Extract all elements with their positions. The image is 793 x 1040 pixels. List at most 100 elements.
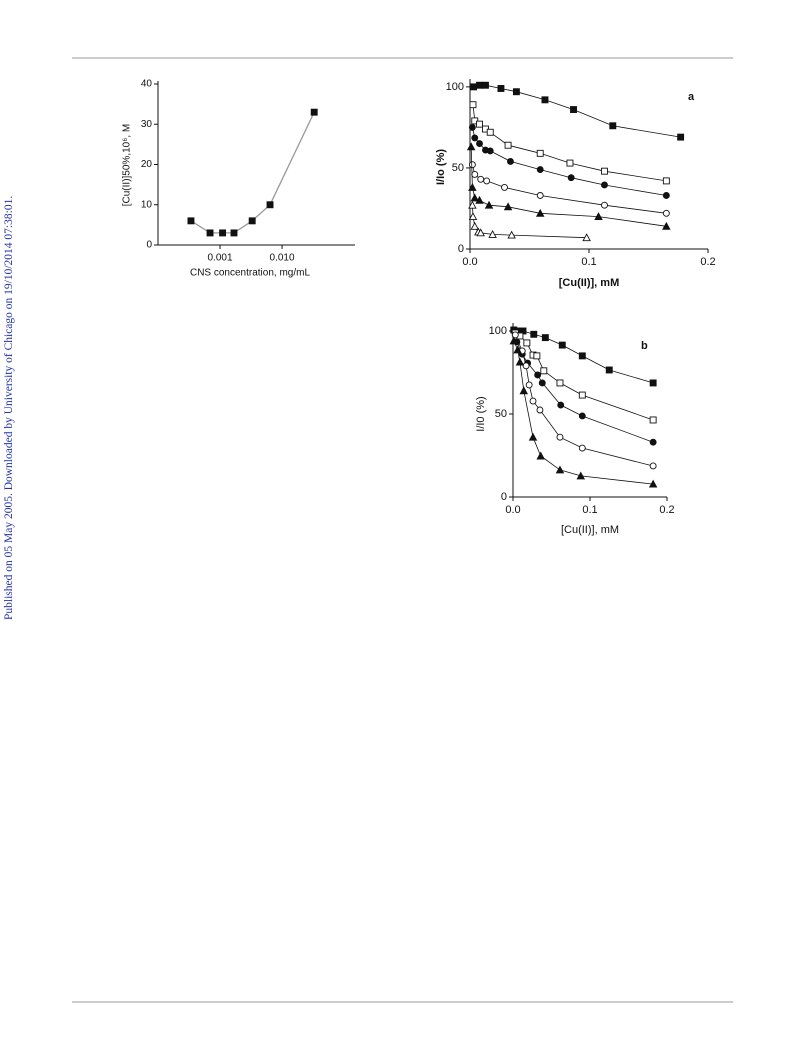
marker [206,229,214,237]
marker [486,128,494,136]
marker [578,352,586,360]
marker [601,167,608,175]
marker [662,177,670,185]
fit-line [472,205,587,239]
marker [536,192,544,199]
marker [649,438,657,446]
marker [536,166,544,174]
marker [483,177,491,185]
marker [576,471,586,480]
marker [662,192,670,199]
marker [578,412,586,420]
marker [522,362,530,370]
marker [519,386,529,395]
marker [468,212,478,221]
marker [528,432,538,441]
marker [536,451,545,460]
marker [540,367,548,375]
y-tick-label: 10 [141,199,153,210]
marker [511,331,519,339]
marker [601,181,608,189]
marker [476,140,483,148]
fit-line [190,111,315,234]
fit-line [473,84,681,138]
marker [557,401,565,409]
x-tick-label: 0.1 [581,256,596,268]
x-axis-title: CNS concentration, mg/mL [190,268,310,279]
marker [187,217,195,225]
marker [536,406,544,414]
marker [468,182,477,191]
panel-label: b [641,340,648,352]
marker [649,379,657,387]
y-axis-title: I/Io (%) [435,149,447,185]
marker [476,228,485,237]
marker [482,81,489,89]
marker [541,96,549,104]
marker [566,159,574,167]
x-tick-label: 0.2 [659,504,674,516]
marker [578,391,586,399]
marker [230,229,238,237]
marker [609,122,617,130]
marker [504,141,512,149]
marker [488,229,497,238]
marker [515,357,525,366]
marker [556,433,564,441]
marker [468,200,477,209]
marker [538,379,546,387]
marker [536,149,544,157]
marker [555,465,565,474]
marker [470,193,480,202]
marker [476,81,483,89]
marker [649,462,657,470]
marker [475,195,484,204]
marker [556,379,564,387]
marker [503,202,513,211]
y-tick-label: 20 [141,159,153,170]
marker [497,85,505,92]
marker [512,88,520,96]
marker [605,366,613,374]
marker [648,479,658,488]
y-tick-label: 40 [141,79,153,90]
x-tick-label: 0.1 [582,504,597,516]
marker [248,217,256,225]
marker [477,175,485,183]
marker [677,133,685,141]
marker [466,142,476,151]
marker [525,381,533,389]
y-axis-title: I/I0 (%) [475,396,487,431]
x-axis-title: [Cu(II)], mM [559,277,619,289]
marker [468,123,476,131]
marker [535,208,545,217]
y-tick-label: 100 [489,325,507,337]
marker [469,101,477,109]
x-tick-label: 0.0 [505,504,520,516]
fit-line [470,146,667,227]
marker [578,444,586,452]
marker [533,352,541,360]
marker [470,221,480,230]
marker [558,341,566,349]
marker [594,212,603,221]
marker [530,330,538,338]
y-axis-title: [Cu(II)]50%,10⁶, M [122,124,133,206]
marker [470,83,478,91]
x-tick-label: 0.010 [270,253,295,264]
marker [534,371,542,379]
y-tick-label: 100 [446,81,464,93]
y-tick-label: 50 [452,162,464,174]
fit-line [472,127,667,196]
marker [601,201,608,209]
marker [649,416,657,424]
y-tick-label: 0 [458,243,464,255]
marker [310,108,318,116]
marker [471,134,479,142]
x-tick-label: 0.0 [462,256,477,268]
marker [513,345,522,354]
x-axis-title: [Cu(II)], mM [561,524,619,536]
marker [471,170,479,178]
marker [529,397,537,405]
